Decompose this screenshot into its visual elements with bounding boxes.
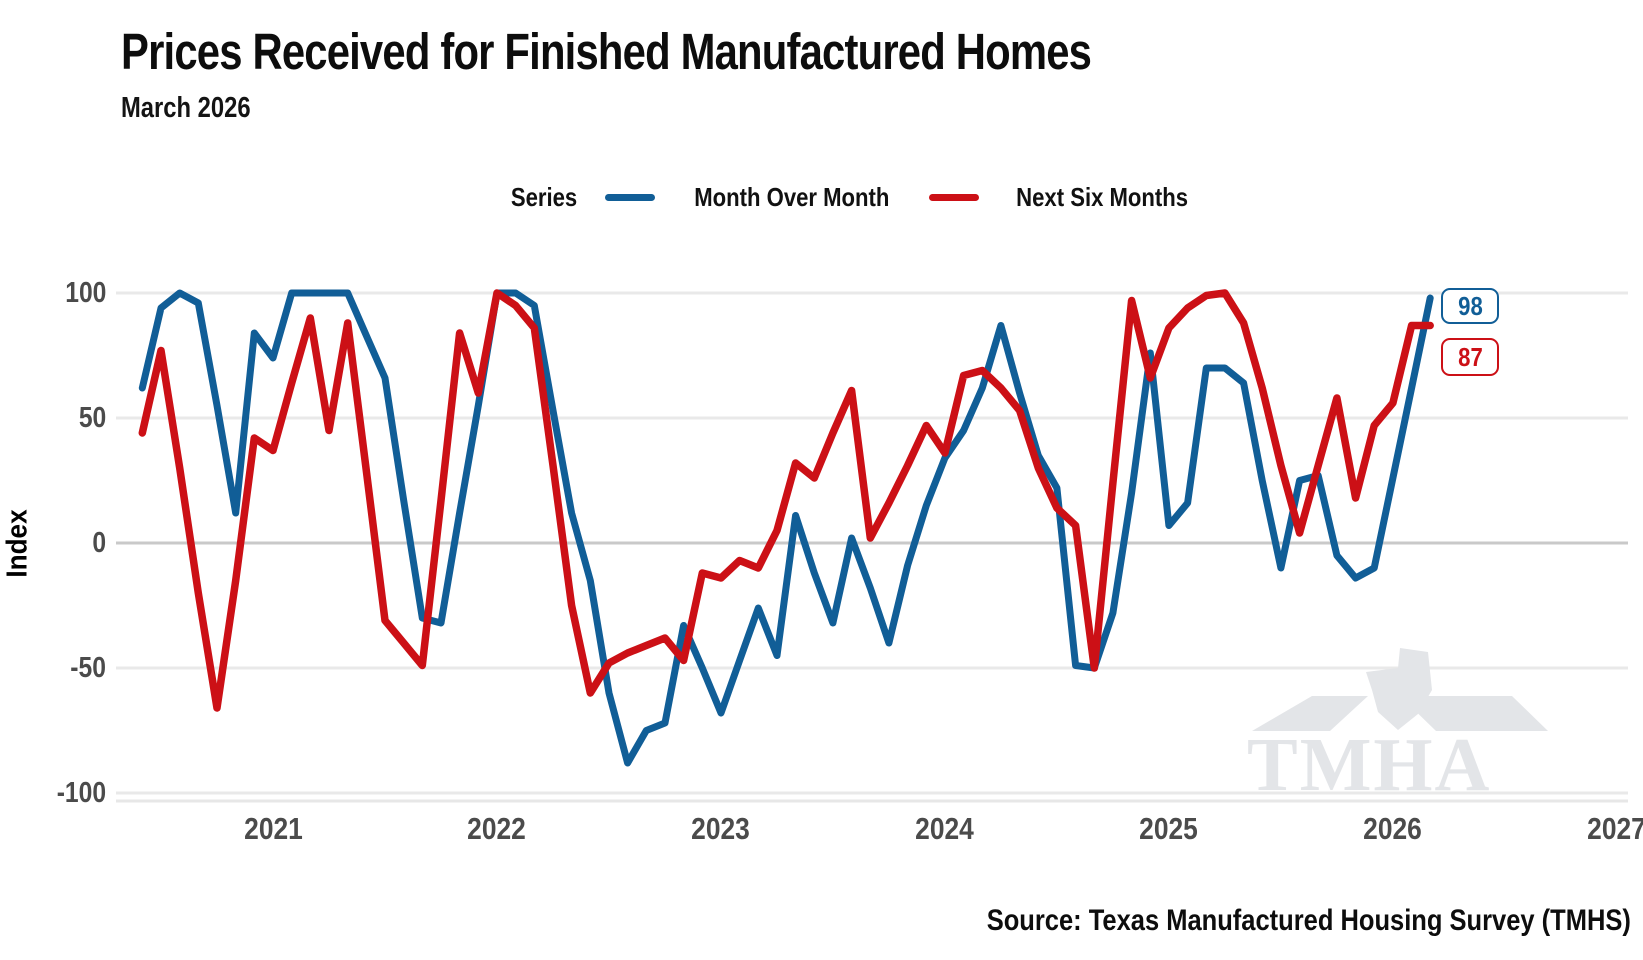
x-tick-2021: 2021 — [243, 811, 303, 846]
y-axis-title: Index — [1, 509, 34, 578]
legend: Series Month Over Month Next Six Months — [505, 180, 1203, 214]
line-next-six-months — [138, 289, 1434, 712]
watermark-texas-icon — [1366, 648, 1432, 730]
y-tick-100: 100 — [64, 277, 106, 309]
source-credit: Source: Texas Manufactured Housing Surve… — [986, 904, 1631, 937]
legend-swatch-next-six-months — [928, 193, 979, 201]
x-tick-2027: 2027 — [1587, 811, 1643, 846]
page-subtitle: March 2026 — [121, 92, 279, 125]
watermark-roof-right-icon — [1400, 696, 1548, 731]
subtitle-text: March 2026 — [121, 92, 251, 124]
series-lines — [138, 289, 1434, 767]
watermark-text: TMHA — [1247, 723, 1491, 807]
end-label-month-over-month: 98 — [1441, 288, 1499, 324]
watermark-roof-left-icon — [1252, 696, 1368, 731]
x-tick-2025: 2025 — [1139, 811, 1199, 846]
end-label-next-six-months: 87 — [1441, 338, 1499, 376]
page-title: Prices Received for Finished Manufacture… — [121, 22, 1304, 81]
title-text: Prices Received for Finished Manufacture… — [121, 23, 1092, 80]
legend-item-month-over-month: Month Over Month — [694, 181, 890, 212]
x-tick-2022: 2022 — [467, 811, 527, 846]
legend-swatch-month-over-month — [605, 193, 656, 201]
y-tick--100: -100 — [56, 777, 106, 809]
y-tick-50: 50 — [78, 402, 106, 434]
y-tick-0: 0 — [92, 527, 106, 559]
line-month-over-month — [138, 289, 1434, 767]
y-tick--50: -50 — [70, 652, 106, 684]
tmha-watermark: TMHA — [1247, 648, 1548, 807]
x-tick-2024: 2024 — [915, 811, 975, 846]
legend-item-next-six-months: Next Six Months — [1015, 181, 1188, 212]
x-tick-2026: 2026 — [1363, 811, 1423, 846]
legend-title: Series — [510, 181, 578, 212]
x-tick-2023: 2023 — [691, 811, 751, 846]
